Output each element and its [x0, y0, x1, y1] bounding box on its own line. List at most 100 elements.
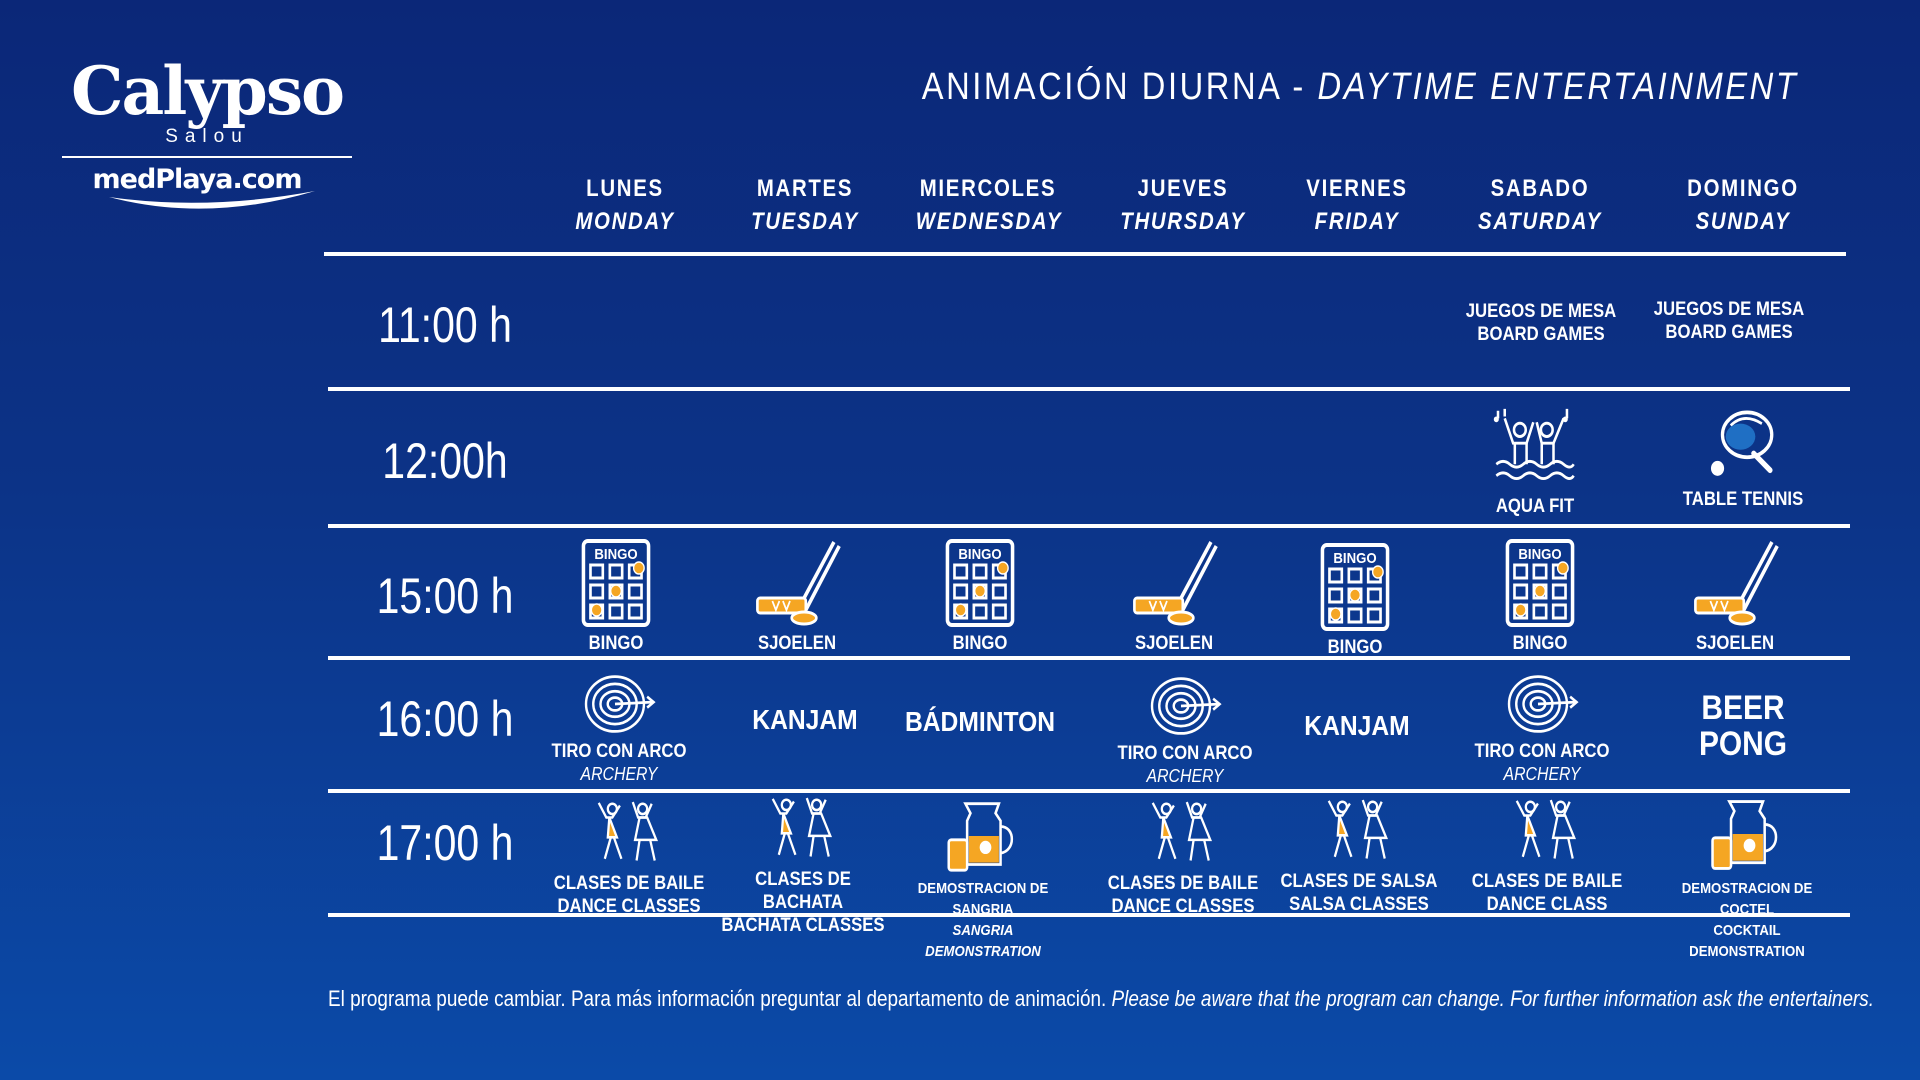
activity-label-en: ARCHERY — [580, 764, 658, 784]
aqua-fit-icon — [1493, 405, 1577, 491]
day-header-thursday: JUEVES THURSDAY — [1111, 172, 1256, 238]
day-header-saturday: SABADO SATURDAY — [1468, 172, 1613, 238]
activity-label: KANJAM — [752, 704, 858, 735]
activity-mon-1700: CLASES DE BAILE DANCE CLASSES — [545, 798, 712, 918]
day-en: THURSDAY — [1120, 208, 1246, 235]
day-es: JUEVES — [1137, 175, 1229, 202]
time-slot-1100: 11:00 h — [378, 297, 512, 353]
activity-label-en: DANCE CLASS — [1486, 894, 1608, 915]
activity-label-2: PONG — [1698, 725, 1788, 763]
day-en: TUESDAY — [751, 208, 859, 235]
activity-label: CLASES DE BAILE — [1471, 871, 1623, 892]
activity-sun-1700: DEMOSTRACION DE COCTEL COCKTAIL DEMONSTR… — [1663, 794, 1830, 962]
activity-label: BEER — [1701, 689, 1785, 727]
activity-label: CLASES DE BAILE — [1107, 873, 1259, 894]
logo-brand-name: Calypso — [70, 52, 345, 130]
activity-tue-1700: CLASES DE BACHATA BACHATA CLASSES — [719, 794, 886, 937]
activity-label-en: SALSA CLASSES — [1289, 894, 1429, 915]
day-en: WEDNESDAY — [915, 208, 1063, 235]
archery-target-icon — [1148, 674, 1222, 738]
activity-label: CLASES DE SALSA — [1280, 871, 1438, 892]
day-header-tuesday: MARTES TUESDAY — [733, 172, 878, 238]
activity-sun-1500: SJOELEN — [1651, 538, 1818, 655]
activity-label: JUEGOS DE MESA — [1465, 301, 1617, 322]
dancers-icon — [1509, 796, 1585, 866]
activity-label: TIRO CON ARCO — [1474, 741, 1610, 762]
activity-sat-1100: JUEGOS DE MESA BOARD GAMES — [1457, 300, 1624, 346]
activity-label-en: ARCHERY — [1503, 764, 1581, 784]
footer-note: El programa puede cambiar. Para más info… — [328, 986, 1874, 1012]
activity-label: SJOELEN — [757, 633, 837, 654]
day-en: MONDAY — [575, 208, 675, 235]
sangria-jug-icon — [945, 798, 1021, 874]
activity-label: SJOELEN — [1134, 633, 1214, 654]
sjoelen-stick-icon — [1130, 538, 1218, 628]
footer-note-en: Please be aware that the program can cha… — [1111, 986, 1874, 1011]
activity-label-en: BOARD GAMES — [1665, 322, 1793, 343]
day-header-friday: VIERNES FRIDAY — [1285, 172, 1430, 238]
activity-label-en: ARCHERY — [1146, 766, 1224, 786]
activity-label: TIRO CON ARCO — [551, 741, 687, 762]
activity-mon-1600: TIRO CON ARCO ARCHERY — [535, 672, 702, 786]
bingo-card-icon — [581, 538, 651, 628]
logo-city: Salou — [165, 126, 249, 147]
time-slot-1700: 17:00 h — [376, 815, 514, 871]
title-spanish: ANIMACIÓN DIURNA - — [921, 66, 1318, 108]
activity-label: BINGO — [1327, 637, 1383, 658]
activity-sat-1600: TIRO CON ARCO ARCHERY — [1458, 672, 1625, 786]
activity-sun-1200: TABLE TENNIS — [1659, 408, 1826, 511]
day-es: MARTES — [756, 175, 854, 202]
day-es: MIERCOLES — [919, 175, 1057, 202]
day-es: VIERNES — [1306, 175, 1408, 202]
activity-label: CLASES DE BACHATA — [755, 869, 851, 913]
activity-fri-1600: KANJAM — [1273, 712, 1440, 740]
dancers-icon — [591, 798, 667, 868]
activity-label-en: DANCE CLASSES — [557, 896, 701, 917]
dancers-icon — [1321, 796, 1397, 866]
activity-label: DEMOSTRACION DE SANGRIA — [917, 880, 1049, 918]
day-header-monday: LUNES MONDAY — [553, 172, 698, 238]
dancers-icon — [765, 794, 841, 864]
archery-target-icon — [582, 672, 656, 736]
activity-wed-1700: DEMOSTRACION DE SANGRIA SANGRIA DEMONSTR… — [899, 798, 1066, 962]
dancers-icon — [1145, 798, 1221, 868]
activity-label-en: BOARD GAMES — [1477, 324, 1605, 345]
activity-label: TABLE TENNIS — [1682, 489, 1804, 510]
activity-label: KANJAM — [1304, 710, 1410, 741]
activity-label: BINGO — [952, 633, 1008, 654]
activity-fri-1700: CLASES DE SALSA SALSA CLASSES — [1275, 796, 1442, 916]
activity-sun-1100: JUEGOS DE MESA BOARD GAMES — [1645, 298, 1812, 344]
logo-subbrand: medPlaya.com — [92, 164, 303, 195]
cocktail-jug-icon — [1709, 794, 1785, 874]
activity-label: CLASES DE BAILE — [553, 873, 705, 894]
activity-wed-1500: BINGO — [896, 538, 1063, 655]
activity-label-en: DANCE CLASSES — [1111, 896, 1255, 917]
day-es: DOMINGO — [1687, 175, 1799, 202]
activity-thu-1600: TIRO CON ARCO ARCHERY — [1101, 674, 1268, 788]
day-header-sunday: DOMINGO SUNDAY — [1671, 172, 1816, 238]
activity-label: TIRO CON ARCO — [1117, 743, 1253, 764]
day-es: LUNES — [586, 175, 664, 202]
activity-wed-1600: BÁDMINTON — [896, 708, 1063, 736]
table-divider — [328, 913, 1850, 917]
table-divider — [328, 387, 1850, 391]
activity-label: BINGO — [588, 633, 644, 654]
activity-thu-1500: SJOELEN — [1090, 538, 1257, 655]
title-english: DAYTIME ENTERTAINMENT — [1317, 66, 1798, 108]
activity-sat-1700: CLASES DE BAILE DANCE CLASS — [1463, 796, 1630, 916]
activity-label-en: COCKTAIL DEMONSTRATION — [1689, 922, 1805, 960]
page-title: ANIMACIÓN DIURNA - DAYTIME ENTERTAINMENT — [921, 66, 1798, 109]
sjoelen-stick-icon — [1691, 538, 1779, 628]
bingo-card-icon — [945, 538, 1015, 628]
activity-label: JUEGOS DE MESA — [1653, 299, 1805, 320]
time-slot-1200: 12:00h — [382, 433, 508, 489]
activity-thu-1700: CLASES DE BAILE DANCE CLASSES — [1099, 798, 1266, 918]
day-es: SABADO — [1490, 175, 1590, 202]
footer-note-es: El programa puede cambiar. Para más info… — [328, 986, 1112, 1011]
activity-label: BÁDMINTON — [904, 706, 1056, 737]
table-divider — [328, 656, 1850, 660]
time-slot-1600: 16:00 h — [376, 691, 514, 747]
bingo-card-icon — [1505, 538, 1575, 628]
table-tennis-icon — [1706, 408, 1780, 484]
activity-sat-1500: BINGO — [1456, 538, 1623, 655]
